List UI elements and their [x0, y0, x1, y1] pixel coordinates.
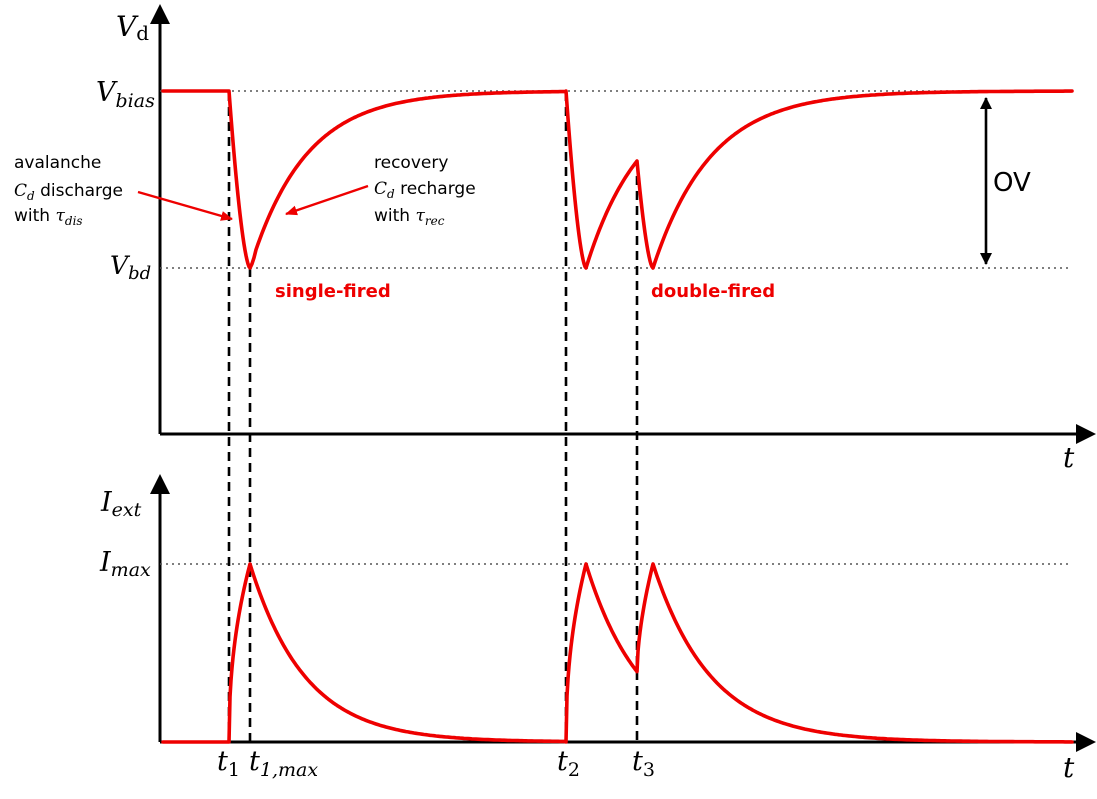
avalanche-line2: Cd discharge: [14, 181, 123, 203]
bottom-y-axis: [150, 474, 170, 742]
single-fired-label: single-fired: [275, 281, 391, 302]
t2-label: t2: [557, 746, 580, 781]
top-t-axis-label: t: [1063, 441, 1075, 474]
recovery-line1: recovery: [374, 153, 448, 173]
avalanche-line1: avalanche: [14, 153, 101, 173]
ov-label: OV: [993, 168, 1031, 198]
top-x-axis: [160, 424, 1096, 444]
top-y-axis: [150, 4, 170, 434]
double-fired-label: double-fired: [651, 281, 775, 302]
bottom-t-axis-label: t: [1063, 751, 1075, 784]
t1-label: t1: [217, 746, 240, 781]
v-bias-label: Vbias: [96, 77, 155, 112]
avalanche-annotation: avalanche Cd discharge with τdis: [14, 153, 123, 228]
vd-waveform-curve: [161, 89, 1074, 270]
t1max-label: t1,max: [249, 746, 318, 781]
vd-axis-label: Vd: [116, 10, 149, 45]
iext-axis-label: Iext: [100, 487, 142, 521]
avalanche-arrow: [137, 190, 233, 221]
avalanche-line3: with τdis: [14, 206, 83, 228]
recovery-arrow: [285, 184, 369, 216]
recovery-line2: Cd recharge: [374, 179, 476, 201]
t3-label: t3: [632, 746, 655, 781]
recovery-line3: with τrec: [374, 206, 445, 228]
recovery-annotation: recovery Cd recharge with τrec: [374, 153, 476, 228]
i-max-label: Imax: [99, 547, 151, 581]
v-bd-label: Vbd: [110, 251, 151, 284]
iext-waveform-curve: [161, 562, 1074, 744]
